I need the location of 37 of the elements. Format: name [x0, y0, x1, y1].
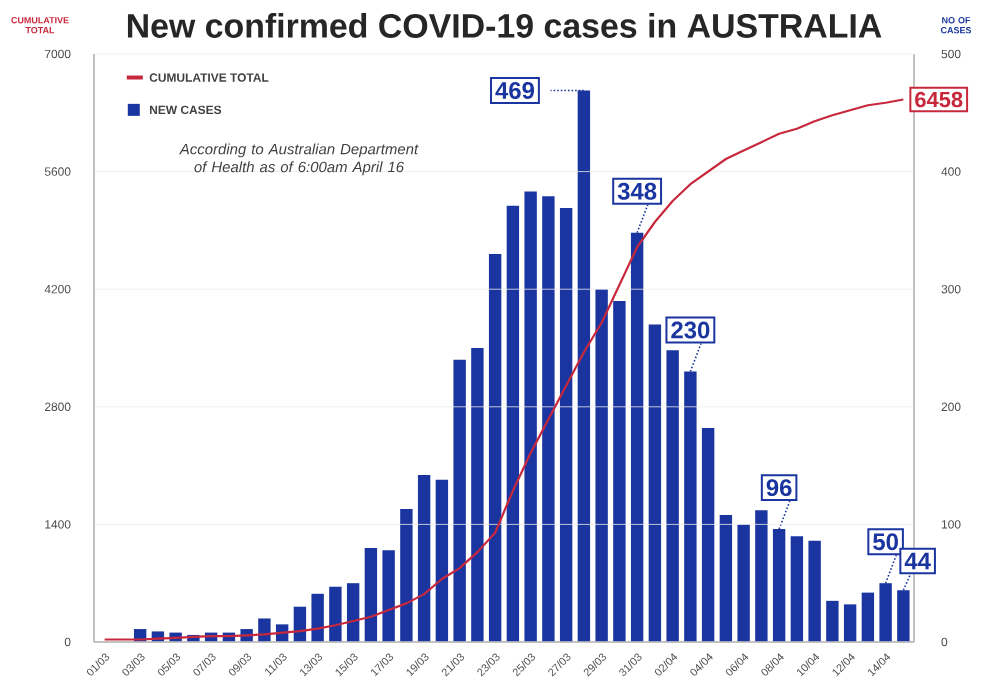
bar	[719, 514, 733, 642]
bar	[595, 289, 608, 642]
bar	[559, 208, 573, 642]
bar	[648, 324, 662, 642]
bar	[808, 540, 821, 642]
bar	[382, 550, 395, 642]
bar	[826, 600, 839, 642]
bar	[755, 510, 768, 642]
chart-title: New confirmed COVID-19 cases in AUSTRALIA	[127, 13, 882, 38]
bar	[364, 547, 378, 642]
bar	[488, 253, 502, 642]
bar	[613, 300, 626, 642]
bar	[524, 191, 537, 642]
bar	[311, 593, 324, 642]
data-label: 6458	[915, 91, 963, 108]
data-label: 96	[766, 479, 792, 497]
bar	[701, 427, 715, 642]
bar	[737, 524, 750, 642]
bar	[506, 205, 520, 642]
bar	[435, 479, 449, 642]
bar	[329, 586, 342, 642]
data-label: 348	[617, 182, 657, 200]
bar	[843, 604, 857, 642]
bar	[471, 348, 484, 642]
data-label: 469	[495, 82, 534, 99]
data-label: 230	[671, 321, 710, 339]
bar	[666, 350, 679, 642]
bar	[258, 618, 271, 642]
bar	[400, 509, 413, 642]
bar	[861, 592, 875, 642]
data-label: 50	[873, 533, 898, 551]
bar	[453, 359, 466, 642]
bar	[790, 536, 804, 642]
data-label: 44	[904, 552, 931, 570]
bar	[542, 196, 555, 642]
bar	[417, 475, 431, 642]
bar	[346, 583, 360, 642]
